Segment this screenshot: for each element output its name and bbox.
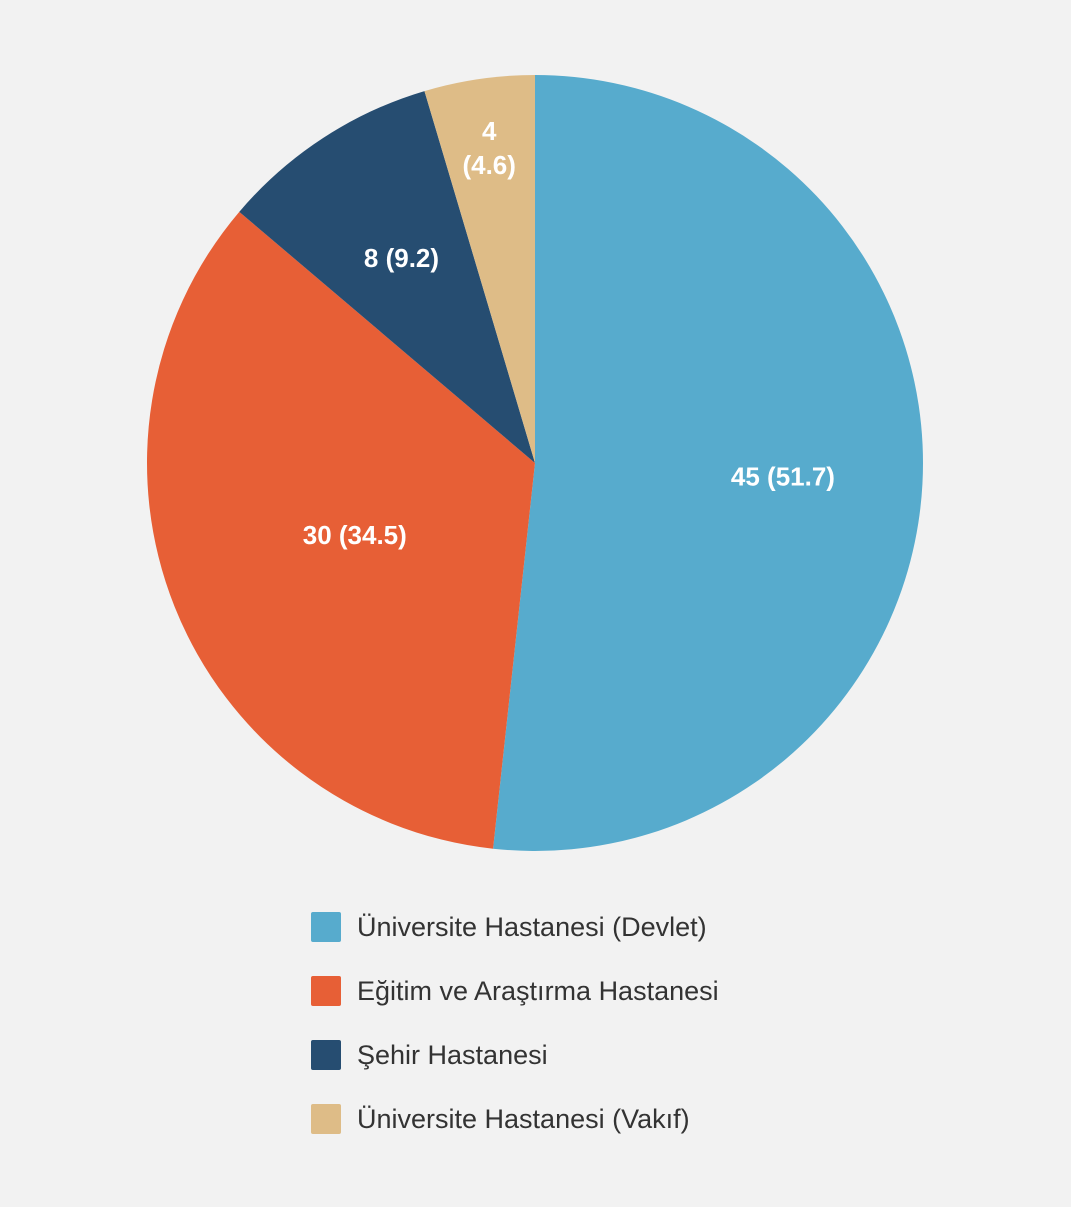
legend-label: Üniversite Hastanesi (Vakıf) (357, 1103, 690, 1134)
slice-label-universite-vakif: 4 (4.6) (462, 116, 515, 180)
chart-legend: Üniversite Hastanesi (Devlet) Eğitim ve … (311, 895, 931, 1151)
pie-slice-universite-vakif (424, 75, 535, 463)
pie-chart-svg: 45 (51.7) 30 (34.5) 8 (9.2) 4 (4.6) (147, 75, 924, 852)
legend-swatch (311, 912, 341, 942)
legend-item-sehir: Şehir Hastanesi (311, 1023, 931, 1087)
slice-label-sehir: 8 (9.2) (364, 243, 439, 273)
legend-item-universite-devlet: Üniversite Hastanesi (Devlet) (311, 895, 931, 959)
legend-swatch (311, 1104, 341, 1134)
pie-slice-universite-devlet (493, 75, 924, 852)
pie-slice-sehir (239, 91, 535, 463)
legend-label: Eğitim ve Araştırma Hastanesi (357, 975, 719, 1006)
legend-label: Şehir Hastanesi (357, 1039, 548, 1070)
pie-slice-egitim-arastirma (147, 211, 535, 849)
legend-item-universite-vakif: Üniversite Hastanesi (Vakıf) (311, 1087, 931, 1151)
legend-swatch (311, 976, 341, 1006)
legend-swatch (311, 1040, 341, 1070)
pie-chart: 45 (51.7) 30 (34.5) 8 (9.2) 4 (4.6) (147, 75, 924, 852)
slice-label-egitim-arastirma: 30 (34.5) (303, 520, 407, 550)
slice-label-universite-devlet: 45 (51.7) (731, 461, 835, 491)
legend-label: Üniversite Hastanesi (Devlet) (357, 911, 707, 942)
legend-item-egitim-arastirma: Eğitim ve Araştırma Hastanesi (311, 959, 931, 1023)
